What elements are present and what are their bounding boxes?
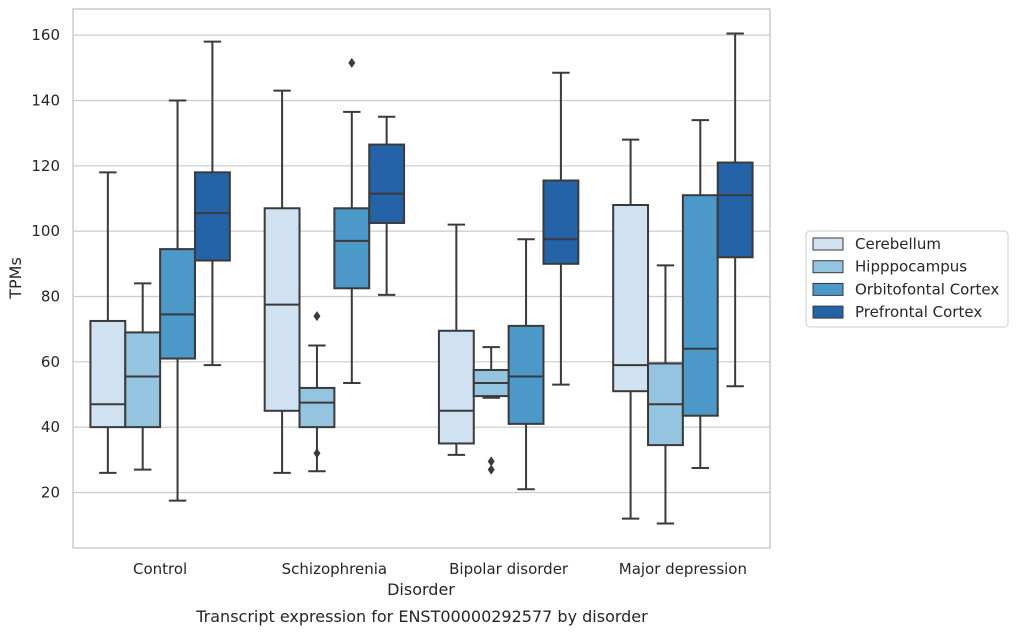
box-iqr xyxy=(612,204,650,393)
outlier-point xyxy=(348,57,356,68)
box-iqr xyxy=(368,143,406,224)
box-iqr xyxy=(542,179,580,265)
box-iqr xyxy=(159,248,196,360)
box-iqr xyxy=(89,319,127,429)
box-orbitofontal-cortex-major-depression xyxy=(681,119,719,469)
outlier-point xyxy=(487,464,495,475)
box-cerebellum-major-depression xyxy=(612,138,650,520)
box-cerebellum-schizophrenia xyxy=(263,89,301,474)
legend-label: Hipppocampus xyxy=(855,258,967,276)
y-tick-label: 80 xyxy=(41,287,60,305)
box-iqr xyxy=(298,386,336,429)
x-tick-label: Major depression xyxy=(619,560,747,578)
box-iqr xyxy=(124,331,162,429)
box-prefrontal-cortex-control xyxy=(193,40,231,367)
y-tick-label: 120 xyxy=(31,157,60,175)
box-plot-series xyxy=(89,32,754,525)
box-iqr xyxy=(263,207,301,412)
box-orbitofontal-cortex-schizophrenia xyxy=(333,57,371,385)
y-axis-ticks: 20 40 60 80 100 120 140 160 xyxy=(31,26,60,501)
legend-swatch xyxy=(812,237,844,251)
x-tick-label: Schizophrenia xyxy=(282,560,387,578)
outlier-point xyxy=(313,448,321,459)
chart-caption: Transcript expression for ENST0000029257… xyxy=(195,607,648,626)
y-tick-label: 60 xyxy=(41,353,60,371)
y-tick-label: 160 xyxy=(31,26,60,44)
legend-label: Orbitofontal Cortex xyxy=(855,280,999,298)
legend-swatch xyxy=(812,260,844,274)
x-tick-label: Control xyxy=(133,560,187,578)
legend-item: Hipppocampus xyxy=(812,258,967,276)
box-iqr xyxy=(437,329,475,445)
x-axis-ticks: Control Schizophrenia Bipolar disorder Majo… xyxy=(133,560,747,578)
y-axis-title: TPMs xyxy=(6,257,25,300)
legend-item: Prefrontal Cortex xyxy=(812,303,982,321)
x-axis-title: Disorder xyxy=(387,580,455,599)
box-cerebellum-bipolar-disorder xyxy=(437,223,475,456)
box-iqr xyxy=(716,161,754,259)
outlier-point xyxy=(487,456,495,467)
legend-item: Orbitofontal Cortex xyxy=(812,280,999,298)
legend-item: Cerebellum xyxy=(812,235,941,253)
box-prefrontal-cortex-bipolar-disorder xyxy=(542,71,580,386)
box-hipppocampus-control xyxy=(124,282,162,471)
x-tick-label: Bipolar disorder xyxy=(449,560,569,578)
box-prefrontal-cortex-schizophrenia xyxy=(368,115,406,296)
legend-label: Prefrontal Cortex xyxy=(855,303,982,321)
y-tick-label: 20 xyxy=(41,483,60,501)
box-hipppocampus-bipolar-disorder xyxy=(472,346,510,475)
outlier-point xyxy=(313,311,321,322)
box-orbitofontal-cortex-control xyxy=(159,99,196,502)
legend: Cerebellum Hipppocampus Orbitofontal Corte… xyxy=(805,230,1009,328)
y-tick-label: 100 xyxy=(31,222,60,240)
box-iqr xyxy=(193,171,231,262)
legend-frame xyxy=(805,230,1009,328)
box-prefrontal-cortex-major-depression xyxy=(716,32,754,388)
box-iqr xyxy=(333,207,371,290)
box-hipppocampus-schizophrenia xyxy=(298,311,336,473)
box-cerebellum-control xyxy=(89,171,127,474)
box-orbitofontal-cortex-bipolar-disorder xyxy=(507,238,545,491)
legend-swatch xyxy=(812,282,844,296)
legend-label: Cerebellum xyxy=(855,235,941,253)
box-iqr xyxy=(507,324,545,425)
y-tick-label: 140 xyxy=(31,91,60,109)
y-tick-label: 40 xyxy=(41,418,60,436)
box-iqr xyxy=(681,194,719,417)
legend-swatch xyxy=(812,305,844,319)
plot-area-frame xyxy=(72,8,771,549)
box-hipppocampus-major-depression xyxy=(647,264,684,525)
